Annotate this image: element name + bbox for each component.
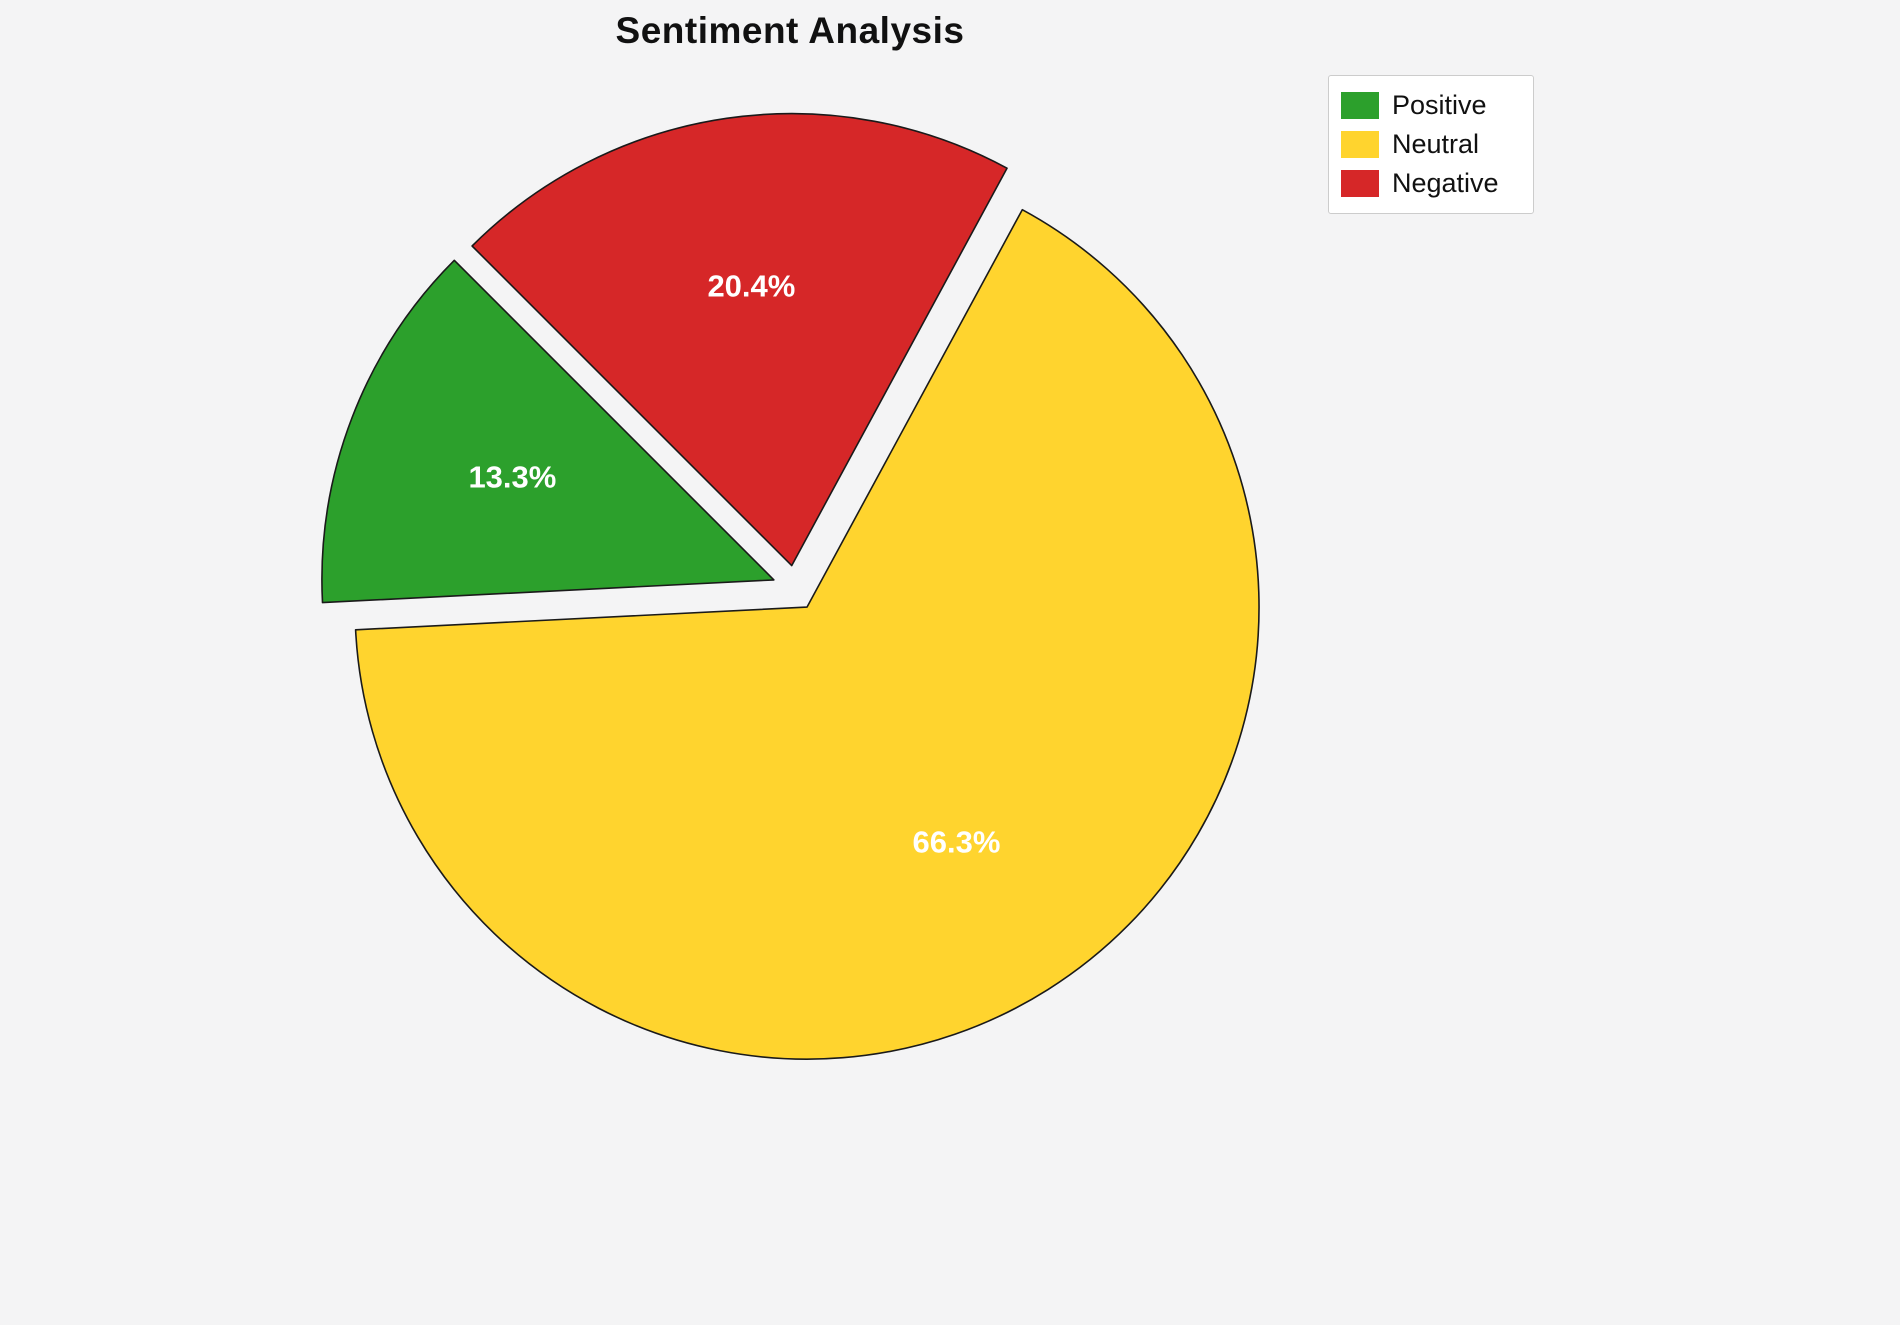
percent-label-negative: 20.4%: [707, 268, 795, 303]
legend: Positive Neutral Negative: [1328, 75, 1534, 214]
legend-swatch-negative: [1341, 170, 1379, 197]
legend-label-neutral: Neutral: [1392, 129, 1480, 159]
chart-title: Sentiment Analysis: [615, 10, 965, 51]
percent-label-neutral: 66.3%: [913, 824, 1001, 859]
legend-swatch-positive: [1341, 92, 1379, 119]
percent-label-positive: 13.3%: [468, 459, 556, 494]
pie-slice-negative: [471, 112, 1008, 567]
pie-slice-positive: [321, 259, 775, 604]
legend-label-negative: Negative: [1392, 168, 1499, 198]
legend-swatch-neutral: [1341, 131, 1379, 158]
legend-item-positive: Positive: [1341, 86, 1517, 125]
legend-item-neutral: Neutral: [1341, 125, 1517, 164]
legend-label-positive: Positive: [1392, 90, 1487, 120]
legend-item-negative: Negative: [1341, 164, 1517, 203]
pie-slice-neutral: [354, 208, 1260, 1060]
